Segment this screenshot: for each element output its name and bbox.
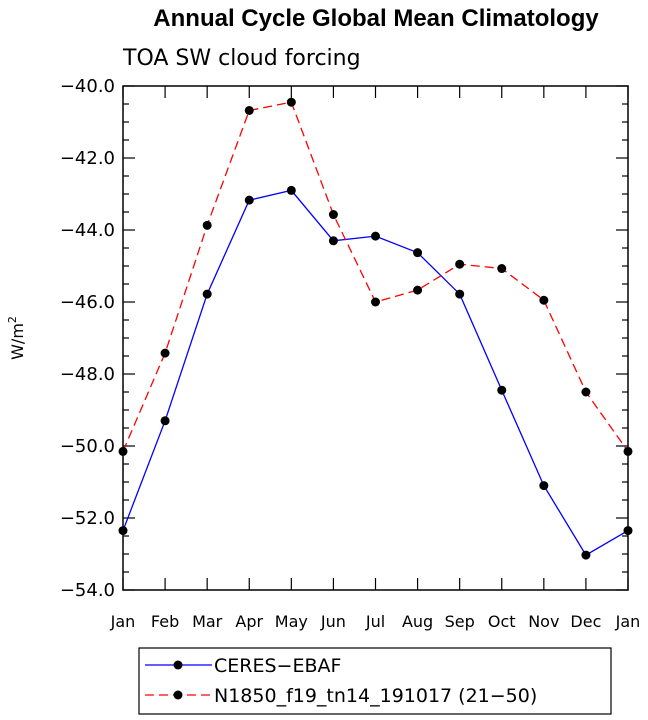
legend-marker-1 xyxy=(173,660,183,670)
data-point xyxy=(539,295,549,305)
data-point xyxy=(244,195,254,205)
data-point xyxy=(286,97,296,107)
data-point xyxy=(539,481,549,491)
y-tick-labels: −54.0 −52.0 −50.0 −48.0 −46.0 −44.0 −42.0 −40.0 xyxy=(60,76,115,601)
data-point xyxy=(160,348,170,358)
x-tick-label: Sep xyxy=(445,612,475,631)
data-point xyxy=(160,416,170,426)
legend: CERES−EBAF N1850_f19_tn14_191017 (21−50) xyxy=(138,647,612,715)
data-point xyxy=(371,231,380,241)
x-tick-label: Feb xyxy=(151,612,179,631)
x-tick-labels: Jan Feb Mar Apr May Jun Jul Aug Sep Oct Nov Dec Jan xyxy=(110,612,641,631)
x-tick-label: Mar xyxy=(192,612,223,631)
y-tick-label: −40.0 xyxy=(60,76,115,97)
data-point xyxy=(328,210,338,220)
y-tick-label: −54.0 xyxy=(60,580,115,601)
data-point xyxy=(497,385,507,395)
legend-label-1: CERES−EBAF xyxy=(214,655,341,677)
x-tick-label: Apr xyxy=(235,612,263,631)
data-point xyxy=(413,285,423,295)
chart-subtitle: TOA SW cloud forcing xyxy=(122,46,361,71)
data-point xyxy=(581,550,591,560)
data-point xyxy=(371,297,380,307)
data-point xyxy=(497,264,507,274)
legend-label-2: N1850_f19_tn14_191017 (21−50) xyxy=(214,685,537,707)
data-point xyxy=(455,289,465,299)
y-tick-label: −42.0 xyxy=(60,148,115,169)
y-tick-label: −52.0 xyxy=(60,508,115,529)
y-tick-label: −50.0 xyxy=(60,436,115,457)
x-tick-label: Jan xyxy=(110,612,136,631)
data-point xyxy=(202,289,212,299)
y-tick-label: −44.0 xyxy=(60,220,115,241)
chart-title: Annual Cycle Global Mean Climatology xyxy=(153,5,599,32)
x-tick-label: Nov xyxy=(528,612,559,631)
plot-frame xyxy=(122,85,629,591)
data-point xyxy=(455,259,465,269)
series-line-2 xyxy=(122,101,629,452)
x-tick-label: Jan xyxy=(615,612,641,631)
x-tick-label: Aug xyxy=(402,612,433,631)
x-tick-label: Jul xyxy=(365,612,385,631)
y-tick-label: −48.0 xyxy=(60,364,115,385)
series-lines xyxy=(118,97,633,560)
axis-ticks xyxy=(122,85,629,591)
legend-box xyxy=(138,647,612,715)
x-tick-label: May xyxy=(275,612,308,631)
x-tick-label: Dec xyxy=(570,612,601,631)
data-point xyxy=(413,248,423,258)
data-point xyxy=(244,105,254,115)
y-axis-label: W/m2 xyxy=(6,316,27,360)
y-tick-label: −46.0 xyxy=(60,292,115,313)
data-point xyxy=(328,236,338,246)
x-tick-label: Jun xyxy=(320,612,346,631)
legend-marker-2 xyxy=(173,690,183,700)
data-point xyxy=(581,387,591,397)
data-point xyxy=(202,220,212,230)
series-line-1 xyxy=(122,189,629,556)
data-point xyxy=(286,185,296,195)
x-tick-label: Oct xyxy=(488,612,516,631)
